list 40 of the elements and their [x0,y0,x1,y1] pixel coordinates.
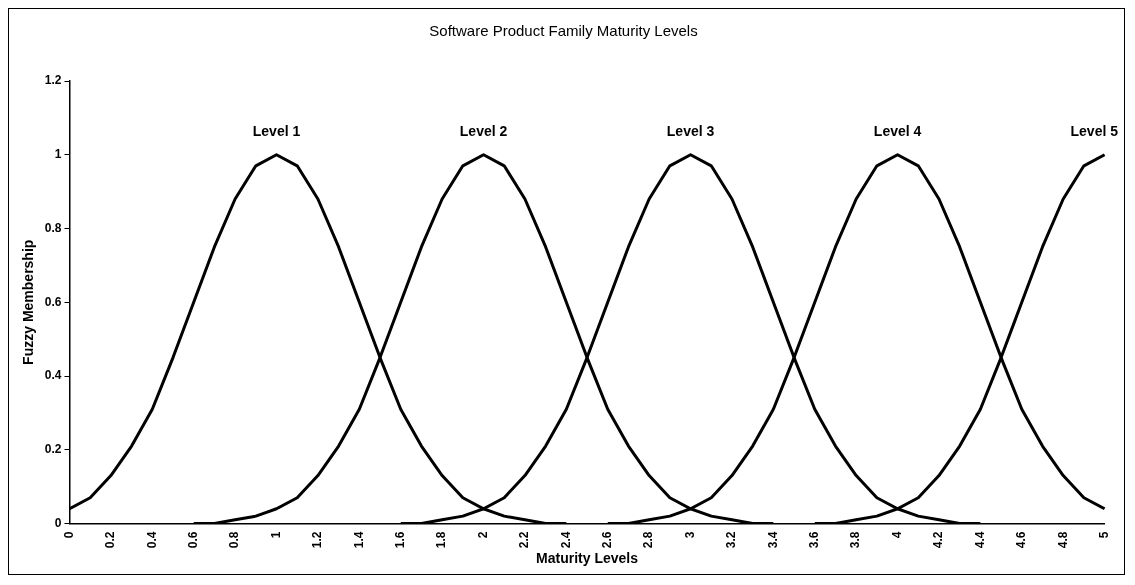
x-tick-label: 4.8 [1055,531,1070,549]
y-tick-label: 0.4 [44,368,62,383]
x-tick-label: 0.4 [144,531,159,549]
x-tick-label: 4.4 [972,531,987,549]
x-tick-label: 4.6 [1014,531,1029,549]
chart-title: Software Product Family Maturity Levels [429,22,698,40]
x-tick-label: 0 [61,531,76,539]
series-label: Level 5 [1070,122,1119,139]
series-label: Level 3 [666,122,715,139]
x-tick-label: 1.6 [393,531,408,549]
x-tick-label: 2.8 [641,531,656,549]
x-tick-label: 0.2 [103,531,118,549]
series-label: Level 4 [873,122,922,139]
x-tick-label: 2.4 [558,531,573,549]
x-tick-label: 4.2 [931,531,946,549]
x-tick-label: 0.8 [227,531,242,549]
x-tick-label: 5 [1096,531,1111,539]
x-tick-label: 1.2 [310,531,325,549]
x-tick-label: 0.6 [186,531,201,549]
y-tick-label: 0.2 [44,442,62,457]
x-tick-label: 3 [682,531,697,539]
x-tick-label: 4 [889,531,904,539]
y-tick-label: 0.8 [44,220,62,235]
x-tick-label: 2.2 [517,531,532,549]
y-tick-label: 1.2 [44,73,62,88]
x-tick-label: 2 [475,531,490,539]
x-tick-label: 1 [268,531,283,539]
x-tick-label: 3.8 [848,531,863,549]
y-tick-label: 0.6 [44,294,62,309]
series-label: Level 2 [459,122,508,139]
y-tick-label: 1 [54,147,62,162]
x-tick-label: 1.8 [434,531,449,549]
series-label: Level 1 [252,122,301,139]
x-axis-title: Maturity Levels [536,550,639,567]
y-axis-title: Fuzzy Membership [20,239,37,365]
x-tick-label: 3.2 [724,531,739,549]
x-tick-label: 1.4 [351,531,366,549]
x-tick-label: 3.4 [765,531,780,549]
x-tick-label: 2.6 [600,531,615,549]
x-tick-label: 3.6 [807,531,822,549]
